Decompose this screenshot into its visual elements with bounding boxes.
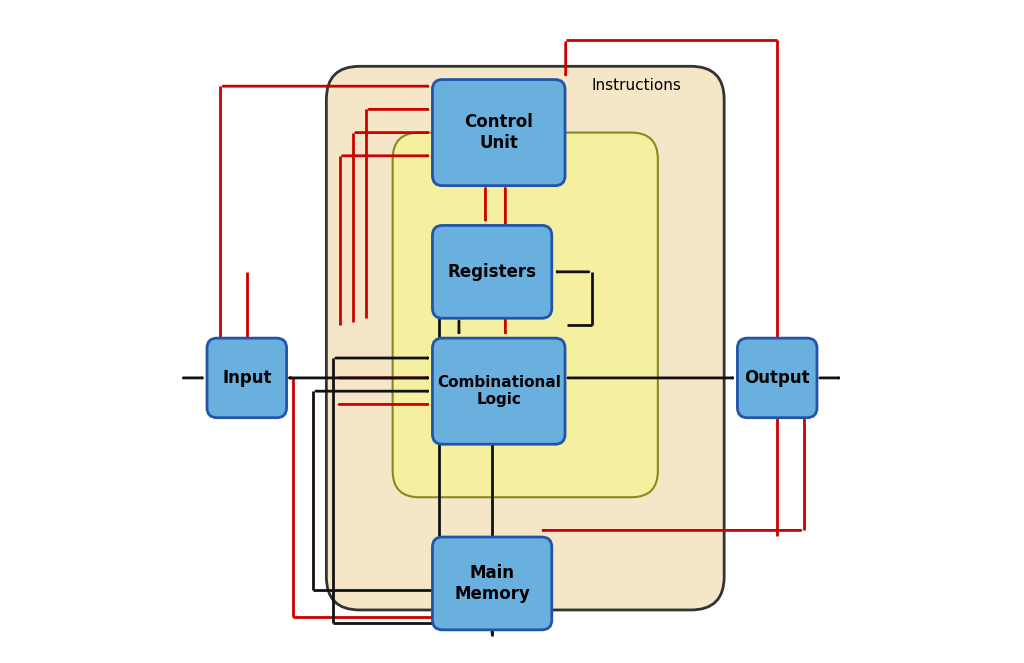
FancyBboxPatch shape xyxy=(207,338,287,418)
FancyBboxPatch shape xyxy=(392,133,657,497)
FancyBboxPatch shape xyxy=(432,80,565,186)
Text: Registers: Registers xyxy=(447,263,537,281)
FancyBboxPatch shape xyxy=(432,537,552,630)
FancyBboxPatch shape xyxy=(432,338,565,444)
Text: Input: Input xyxy=(222,369,271,387)
FancyBboxPatch shape xyxy=(327,66,724,610)
Text: Combinational
Logic: Combinational Logic xyxy=(437,375,561,407)
Text: Main
Memory: Main Memory xyxy=(455,564,530,603)
Text: Instructions: Instructions xyxy=(592,78,681,93)
Text: CPU: CPU xyxy=(507,84,544,102)
Text: Processor: Processor xyxy=(485,150,565,168)
FancyBboxPatch shape xyxy=(737,338,817,418)
Text: Output: Output xyxy=(744,369,810,387)
FancyBboxPatch shape xyxy=(432,225,552,318)
Text: Control
Unit: Control Unit xyxy=(464,113,534,152)
